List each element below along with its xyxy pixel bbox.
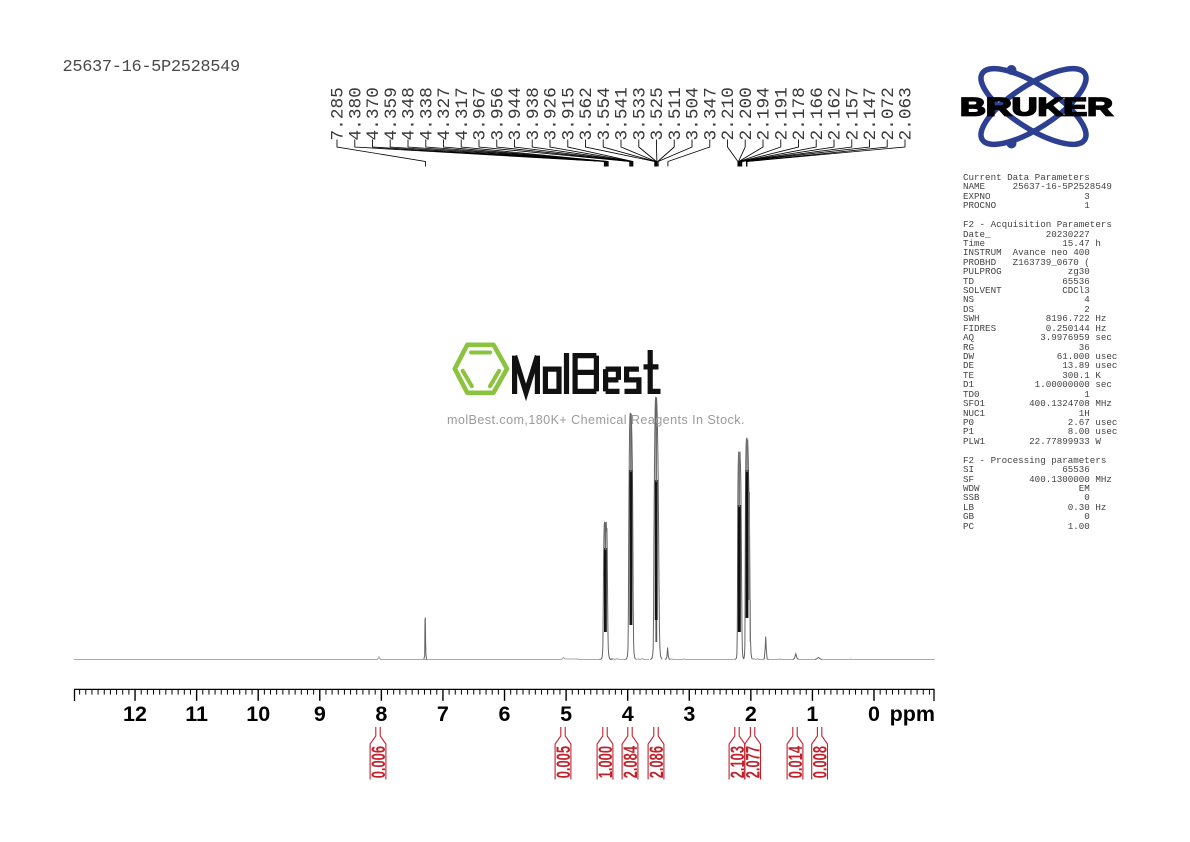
svg-text:6: 6 xyxy=(499,702,511,726)
svg-text:2: 2 xyxy=(745,702,757,726)
svg-text:4.317: 4.317 xyxy=(453,87,473,140)
svg-text:3: 3 xyxy=(683,702,695,726)
svg-text:4.338: 4.338 xyxy=(417,87,437,140)
svg-text:3.562: 3.562 xyxy=(577,87,597,140)
svg-text:9: 9 xyxy=(314,702,326,726)
svg-text:0.005: 0.005 xyxy=(554,746,575,778)
svg-text:3.915: 3.915 xyxy=(559,87,579,140)
svg-text:BRUKER: BRUKER xyxy=(960,94,1113,122)
svg-text:2.084: 2.084 xyxy=(621,746,642,778)
svg-text:5: 5 xyxy=(560,702,572,726)
svg-text:4.327: 4.327 xyxy=(435,87,455,140)
svg-text:2.086: 2.086 xyxy=(647,746,668,778)
svg-text:1.000: 1.000 xyxy=(596,746,617,778)
svg-text:4.348: 4.348 xyxy=(400,87,420,140)
svg-text:2.147: 2.147 xyxy=(861,87,881,140)
svg-text:ppm: ppm xyxy=(890,702,935,726)
svg-text:7: 7 xyxy=(437,702,449,726)
svg-text:2.178: 2.178 xyxy=(790,87,810,140)
svg-text:8: 8 xyxy=(375,702,387,726)
svg-text:0.014: 0.014 xyxy=(786,746,807,778)
svg-text:2.166: 2.166 xyxy=(808,87,828,140)
svg-text:2.194: 2.194 xyxy=(755,87,775,140)
svg-text:3.504: 3.504 xyxy=(684,87,704,140)
svg-text:3.533: 3.533 xyxy=(630,87,650,140)
svg-text:1: 1 xyxy=(806,702,818,726)
svg-text:0: 0 xyxy=(868,702,880,726)
svg-text:2.063: 2.063 xyxy=(897,87,917,140)
svg-text:4.370: 4.370 xyxy=(364,87,384,140)
svg-text:11: 11 xyxy=(185,702,208,726)
svg-text:4.380: 4.380 xyxy=(346,87,366,140)
svg-text:2.072: 2.072 xyxy=(879,87,899,140)
svg-text:2.191: 2.191 xyxy=(772,87,792,140)
svg-text:2.200: 2.200 xyxy=(737,87,757,140)
svg-text:3.511: 3.511 xyxy=(666,87,686,140)
svg-text:2.162: 2.162 xyxy=(826,87,846,140)
svg-text:4: 4 xyxy=(622,702,634,726)
svg-text:2.103: 2.103 xyxy=(728,746,749,778)
svg-text:3.347: 3.347 xyxy=(701,87,721,140)
svg-text:2.077: 2.077 xyxy=(743,746,764,778)
svg-text:3.926: 3.926 xyxy=(542,87,562,140)
svg-text:2.157: 2.157 xyxy=(843,87,863,140)
svg-text:3.525: 3.525 xyxy=(648,87,668,140)
svg-text:3.554: 3.554 xyxy=(595,87,615,140)
svg-text:12: 12 xyxy=(123,702,147,726)
svg-text:4.359: 4.359 xyxy=(382,87,402,140)
svg-text:3.944: 3.944 xyxy=(506,87,526,140)
svg-text:10: 10 xyxy=(246,702,270,726)
svg-text:3.956: 3.956 xyxy=(488,87,508,140)
svg-text:0.008: 0.008 xyxy=(810,746,831,778)
svg-text:3.541: 3.541 xyxy=(613,87,633,140)
svg-text:3.967: 3.967 xyxy=(471,87,491,140)
svg-text:7.285: 7.285 xyxy=(329,87,349,140)
svg-text:2.210: 2.210 xyxy=(719,87,739,140)
svg-text:0.006: 0.006 xyxy=(369,746,390,778)
svg-text:3.938: 3.938 xyxy=(524,87,544,140)
